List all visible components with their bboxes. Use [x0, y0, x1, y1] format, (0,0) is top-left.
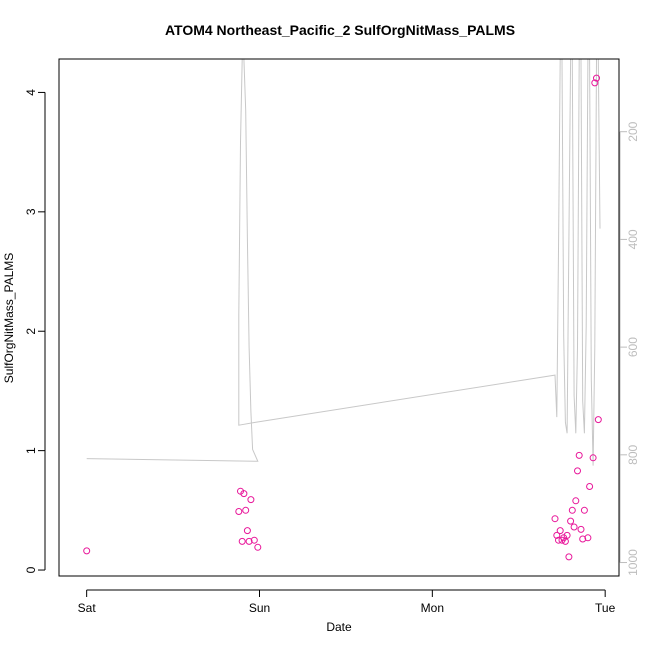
data-point — [83, 547, 91, 555]
data-point — [247, 496, 255, 504]
data-point — [238, 537, 246, 545]
data-point — [254, 543, 262, 551]
altitude-line — [86, 59, 601, 466]
x-axis-label: Date — [326, 620, 352, 634]
y-axis-label: SulfOrgNitMass_PALMS — [2, 253, 16, 383]
y-tick-label: 4 — [24, 89, 38, 96]
plot-frame — [58, 58, 620, 577]
data-point — [556, 527, 564, 535]
y2-tick-label: 1000 — [626, 549, 640, 576]
data-point — [551, 515, 559, 523]
data-point — [572, 497, 580, 505]
plot-area — [83, 59, 602, 561]
data-point — [243, 527, 251, 535]
y-tick-label: 1 — [24, 447, 38, 454]
data-point — [589, 454, 597, 462]
data-point — [580, 506, 588, 514]
data-point — [565, 553, 573, 561]
y-tick-label: 0 — [24, 566, 38, 573]
y2-tick-label: 400 — [626, 229, 640, 249]
data-point — [586, 483, 594, 490]
data-point — [242, 506, 250, 514]
x-tick-label: Sun — [249, 601, 270, 615]
data-point — [591, 79, 599, 87]
axes: Sat Sun Mon Tue 0 1 2 3 4 200 400 600 800 1000 — [24, 58, 640, 615]
y-tick-label: 3 — [24, 208, 38, 215]
data-point — [245, 537, 253, 545]
data-point — [584, 534, 592, 542]
data-point — [563, 531, 571, 539]
data-point — [577, 525, 585, 533]
data-point — [570, 523, 578, 531]
data-point — [553, 531, 561, 539]
y2-tick-label: 800 — [626, 444, 640, 464]
x-tick-label: Tue — [595, 601, 616, 615]
data-point — [594, 416, 602, 424]
y-tick-label: 2 — [24, 328, 38, 335]
data-point — [240, 490, 248, 498]
data-point — [567, 517, 575, 525]
y2-tick-label: 600 — [626, 337, 640, 357]
data-point — [593, 74, 600, 82]
data-point — [561, 537, 569, 545]
data-point — [575, 451, 583, 459]
data-point — [568, 506, 576, 514]
data-point — [235, 508, 243, 515]
data-point — [579, 535, 587, 543]
data-point — [574, 467, 581, 475]
y2-tick-label: 200 — [626, 121, 640, 141]
data-point — [250, 536, 258, 544]
chart-title: ATOM4 Northeast_Pacific_2 SulfOrgNitMass… — [165, 22, 515, 38]
x-tick-label: Mon — [421, 601, 444, 615]
x-tick-label: Sat — [78, 601, 97, 615]
